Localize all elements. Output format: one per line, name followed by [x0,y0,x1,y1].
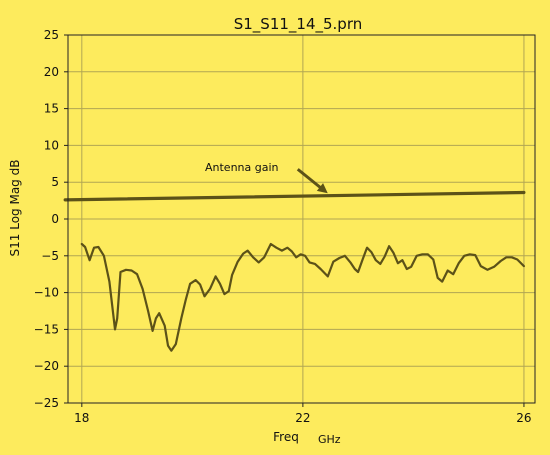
grid-layer [68,35,535,403]
y-tick-label: −5 [41,249,59,263]
y-axis-label: S11 Log Mag dB [8,160,22,257]
y-tick-label: 25 [44,28,59,42]
y-tick-label: 10 [44,138,59,152]
y-tick-label: 20 [44,65,59,79]
chart-title: S1_S11_14_5.prn [234,15,363,34]
x-tick-label: 22 [295,411,310,425]
annotation-arrow-shaft [296,168,325,192]
series-layer [63,190,526,352]
tick-layer: 25 20 15 10 5 0 −5 −10 −15 −20 −25 18 22 26 [34,28,536,425]
s11-line [80,242,526,352]
y-tick-label: −20 [34,359,59,373]
x-tick-label: 18 [74,411,89,425]
y-tick-label: 5 [51,175,59,189]
x-tick-label: 26 [516,411,531,425]
annotation-label: Antenna gain [205,161,279,174]
x-axis-unit: GHz [318,433,341,446]
y-tick-label: −15 [34,322,59,336]
y-tick-label: −25 [34,396,59,410]
x-axis-label: Freq [273,430,299,444]
annotation-arrow-head [316,183,328,194]
y-tick-label: −10 [34,286,59,300]
antenna-gain-line [63,190,526,202]
y-tick-label: 15 [44,102,59,116]
plot-frame [67,34,536,404]
annotation-layer: Antenna gain [205,161,328,194]
y-tick-label: 0 [51,212,59,226]
